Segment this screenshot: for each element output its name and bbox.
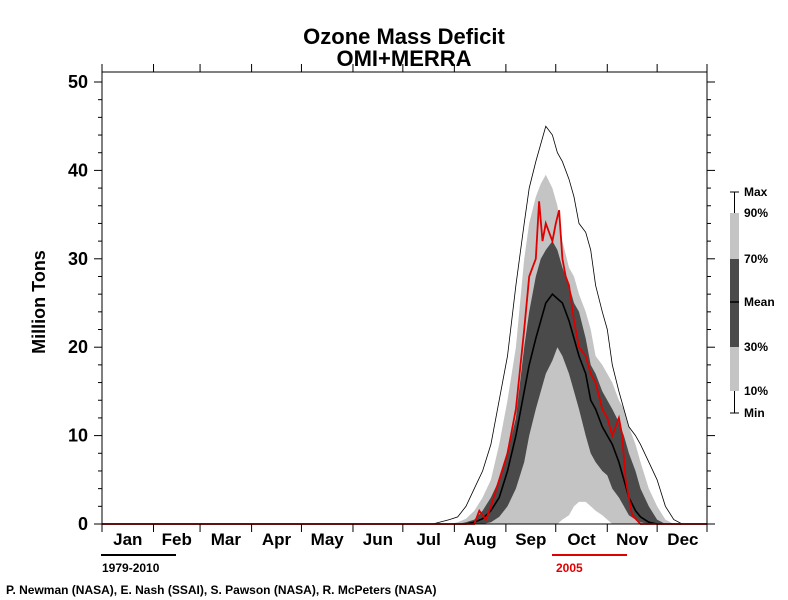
credits-text: P. Newman (NASA), E. Nash (SSAI), S. Paw…	[6, 583, 437, 597]
x-month-label: Aug	[464, 530, 497, 549]
y-tick-label: 40	[68, 160, 88, 180]
x-month-label: Oct	[567, 530, 596, 549]
x-month-label: Mar	[211, 530, 242, 549]
band-30-70	[102, 241, 707, 524]
chart-subtitle: OMI+MERRA	[336, 46, 471, 71]
chart-title: Ozone Mass Deficit	[303, 24, 505, 49]
percentile-bands	[102, 174, 707, 525]
legend-label: 10%	[744, 384, 768, 398]
x-month-label: May	[311, 530, 345, 549]
y-tick-label: 50	[68, 72, 88, 92]
legend-swatch-70-90	[730, 213, 739, 259]
legend-label: Max	[744, 185, 768, 199]
series-mean-line	[102, 293, 707, 525]
highlight-year-label: 2005	[556, 561, 583, 575]
series-2005-line	[102, 201, 707, 525]
y-tick-label: 0	[78, 514, 88, 534]
plot-frame	[101, 71, 708, 525]
climatology-period-label: 1979-2010	[102, 561, 160, 575]
legend-label: Mean	[744, 295, 775, 309]
x-month-label: Dec	[667, 530, 698, 549]
y-tick-label: 30	[68, 249, 88, 269]
x-month-label: Jan	[113, 530, 142, 549]
legend-label: Min	[744, 406, 765, 420]
y-tick-label: 10	[68, 426, 88, 446]
x-month-label: Feb	[162, 530, 192, 549]
series-max-line	[102, 125, 707, 525]
x-month-label: Nov	[616, 530, 649, 549]
legend: Max 90% 70% Mean 30% 10% Min	[730, 185, 775, 420]
y-axis-label: Million Tons	[29, 250, 49, 354]
x-month-label: Jun	[363, 530, 393, 549]
legend-label: 90%	[744, 206, 768, 220]
legend-swatch-10-30	[730, 347, 739, 391]
legend-label: 30%	[744, 340, 768, 354]
x-month-label: Jul	[416, 530, 441, 549]
legend-label: 70%	[744, 252, 768, 266]
legend-swatch-30-70	[730, 259, 739, 347]
plot-axes: 0 10 20 30 40 50 Jan Feb Mar Apr May Jun Jul Aug Sep Oc…	[68, 64, 715, 549]
y-tick-label: 20	[68, 337, 88, 357]
x-month-label: Sep	[515, 530, 546, 549]
x-month-label: Apr	[262, 530, 292, 549]
